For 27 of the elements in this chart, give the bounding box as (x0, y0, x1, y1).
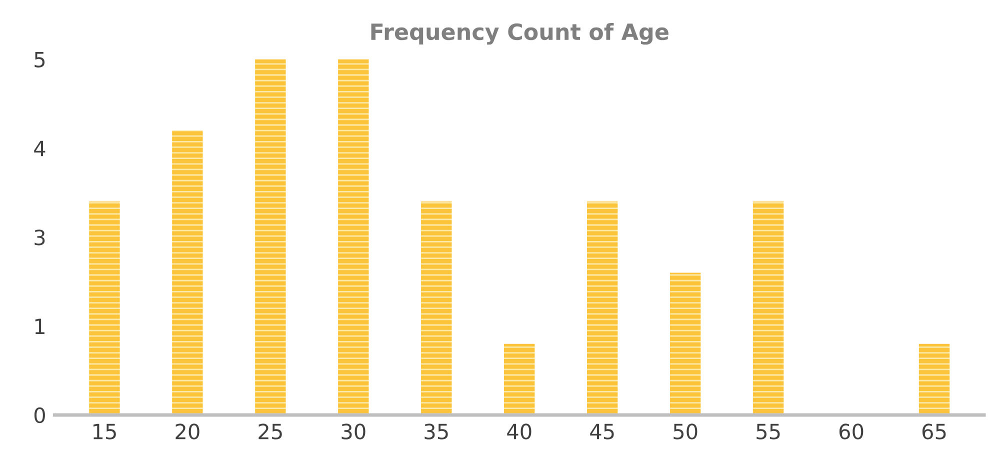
x-tick-label: 60 (839, 424, 864, 440)
bar (89, 202, 120, 415)
bar (255, 59, 286, 415)
chart-title: Frequency Count of Age (371, 22, 668, 45)
y-tick-label: 5 (34, 52, 45, 68)
bar (918, 344, 950, 415)
y-tick-label: 4 (34, 140, 46, 156)
bar (586, 202, 618, 415)
x-tick-label: 65 (922, 424, 946, 440)
bar (752, 202, 784, 415)
x-tick-label: 55 (756, 424, 780, 440)
x-tick-label: 25 (258, 424, 282, 440)
bar (338, 59, 369, 415)
bar (504, 344, 535, 415)
x-tick-label: 50 (674, 424, 698, 440)
y-tick-label: 0 (34, 407, 45, 424)
x-tick-label: 30 (342, 424, 366, 440)
x-tick-label: 45 (590, 424, 614, 440)
bar (172, 130, 203, 415)
y-tick-label: 1 (35, 318, 44, 334)
x-tick-label: 40 (507, 424, 532, 440)
bar (670, 272, 701, 415)
x-tick-label: 15 (93, 424, 116, 440)
x-tick-label: 20 (176, 424, 200, 440)
bar (421, 202, 452, 415)
x-tick-label: 35 (424, 424, 448, 440)
y-tick-label: 3 (34, 230, 45, 246)
